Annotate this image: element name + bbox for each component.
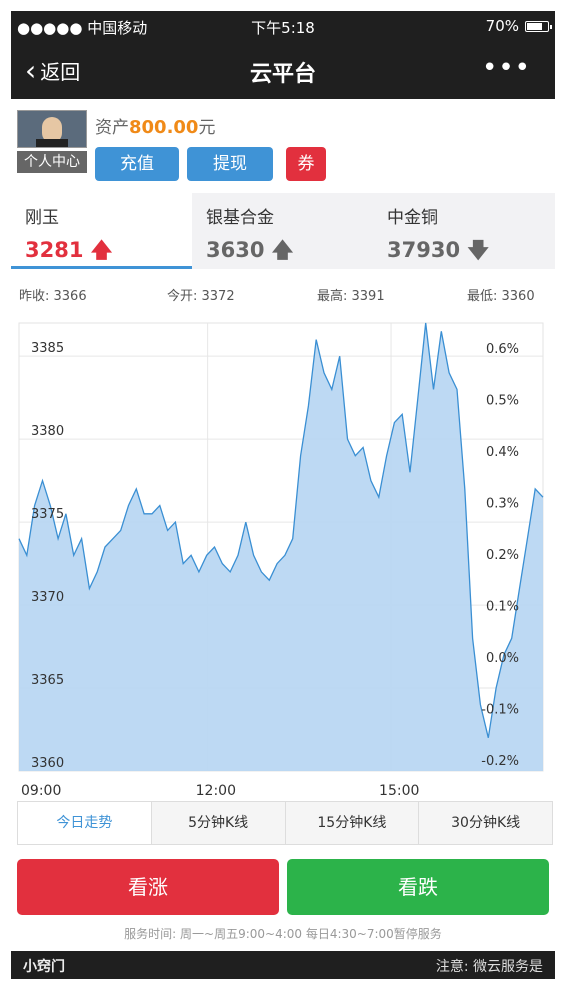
open-price: 今开: 3372 bbox=[167, 289, 235, 304]
nav-bar: ‹ 返回 云平台 ••• bbox=[11, 41, 555, 99]
pct-tick-label: 0.2% bbox=[486, 548, 519, 563]
pct-tick-label: -0.2% bbox=[481, 754, 519, 769]
intraday-chart[interactable]: 3360 3365 3370 3375 3380 3385 -0.2% -0.1% 0.0% 0.… bbox=[11, 311, 555, 801]
product-price: 37930 🡇 bbox=[387, 238, 489, 262]
app-frame: ●●●●● 中国移动 下午5:18 70% ‹ 返回 云平台 ••• 个人中心 … bbox=[11, 11, 555, 979]
prev-close: 昨收: 3366 bbox=[19, 289, 87, 304]
pct-tick-label: 0.4% bbox=[486, 445, 519, 460]
y-tick-label: 3385 bbox=[31, 341, 64, 356]
pct-tick-label: 0.0% bbox=[486, 651, 519, 666]
product-name: 刚玉 bbox=[25, 208, 59, 228]
pct-tick-label: 0.6% bbox=[486, 342, 519, 357]
low-price: 最低: 3360 bbox=[467, 289, 535, 304]
price-area bbox=[19, 323, 543, 771]
carrier-label: ●●●●● 中国移动 bbox=[17, 19, 148, 37]
tips-link[interactable]: 小窍门 bbox=[23, 959, 65, 975]
buy-down-button[interactable]: 看跌 bbox=[287, 859, 549, 915]
back-label: 返回 bbox=[40, 60, 81, 84]
arrow-up-icon: 🡅 bbox=[271, 238, 294, 262]
withdraw-button[interactable]: 提现 bbox=[187, 147, 273, 181]
product-name: 中金铜 bbox=[387, 208, 438, 228]
footer-bar: 小窍门 注意: 微云服务是 bbox=[11, 951, 555, 979]
tab-today-trend[interactable]: 今日走势 bbox=[18, 802, 152, 844]
chevron-left-icon: ‹ bbox=[25, 53, 37, 87]
tab-30min-k[interactable]: 30分钟K线 bbox=[451, 815, 521, 831]
page-title: 云平台 bbox=[249, 62, 316, 87]
price-line bbox=[18, 322, 544, 738]
buy-up-button[interactable]: 看涨 bbox=[17, 859, 279, 915]
battery-icon bbox=[525, 20, 552, 32]
y-tick-label: 3370 bbox=[31, 590, 64, 605]
product-tab-gold-copper[interactable]: 中金铜 37930 🡇 bbox=[373, 193, 555, 269]
pct-tick-label: 0.1% bbox=[486, 600, 519, 615]
quote-summary: 昨收: 3366 今开: 3372 最高: 3391 最低: 3360 bbox=[11, 281, 555, 305]
product-tabs: 刚玉 3281 🡅 银基合金 3630 🡅 中金铜 37930 🡇 bbox=[11, 193, 555, 269]
coupon-button[interactable]: 券 bbox=[286, 147, 326, 181]
arrow-up-icon: 🡅 bbox=[90, 238, 113, 262]
more-menu-button[interactable]: ••• bbox=[481, 53, 531, 83]
x-tick-label: 15:00 bbox=[379, 783, 419, 799]
asset-unit: 元 bbox=[198, 118, 216, 138]
service-hours: 服务时间: 周一~周五9:00~4:00 每日4:30~7:00暂停服务 bbox=[124, 927, 442, 941]
y-tick-label: 3380 bbox=[31, 424, 64, 439]
recharge-button[interactable]: 充值 bbox=[95, 147, 179, 181]
pct-tick-label: 0.3% bbox=[486, 497, 519, 512]
profile-panel: 个人中心 资产800.00元 充值 提现 券 bbox=[11, 99, 555, 193]
status-bar: ●●●●● 中国移动 下午5:18 70% bbox=[11, 11, 555, 41]
back-button[interactable]: ‹ 返回 bbox=[25, 56, 80, 85]
product-price: 3630 🡅 bbox=[206, 238, 294, 262]
tab-5min-k[interactable]: 5分钟K线 bbox=[152, 802, 286, 844]
asset-label: 资产 bbox=[95, 118, 129, 138]
pct-tick-label: 0.5% bbox=[486, 394, 519, 409]
product-name: 银基合金 bbox=[206, 208, 274, 228]
clock: 下午5:18 bbox=[251, 19, 315, 37]
status-right: 70% bbox=[485, 17, 552, 35]
chart-svg: 3360 3365 3370 3375 3380 3385 -0.2% -0.1% 0.0% 0.… bbox=[18, 322, 544, 799]
asset-display: 资产800.00元 bbox=[95, 113, 215, 138]
x-tick-label: 09:00 bbox=[21, 783, 61, 799]
product-tab-silver-alloy[interactable]: 银基合金 3630 🡅 bbox=[192, 193, 373, 269]
product-price: 3281 🡅 bbox=[25, 238, 113, 262]
avatar[interactable] bbox=[17, 110, 87, 148]
x-tick-label: 12:00 bbox=[196, 783, 236, 799]
high-price: 最高: 3391 bbox=[317, 289, 385, 304]
pct-tick-label: -0.1% bbox=[481, 703, 519, 718]
product-tab-corundum[interactable]: 刚玉 3281 🡅 bbox=[11, 193, 192, 269]
notice-ticker: 注意: 微云服务是 bbox=[435, 959, 543, 975]
arrow-down-icon: 🡇 bbox=[467, 238, 489, 262]
user-center-button[interactable]: 个人中心 bbox=[17, 151, 87, 173]
battery-percent: 70% bbox=[485, 17, 519, 35]
y-tick-label: 3360 bbox=[31, 756, 64, 771]
chart-period-tabs: 今日走势 5分钟K线 15分钟K线 30分钟K线 bbox=[17, 801, 553, 845]
y-tick-label: 3365 bbox=[31, 673, 64, 688]
tab-15min-k[interactable]: 15分钟K线 bbox=[286, 802, 420, 844]
asset-value: 800.00 bbox=[129, 117, 199, 138]
y-tick-label: 3375 bbox=[31, 507, 64, 522]
